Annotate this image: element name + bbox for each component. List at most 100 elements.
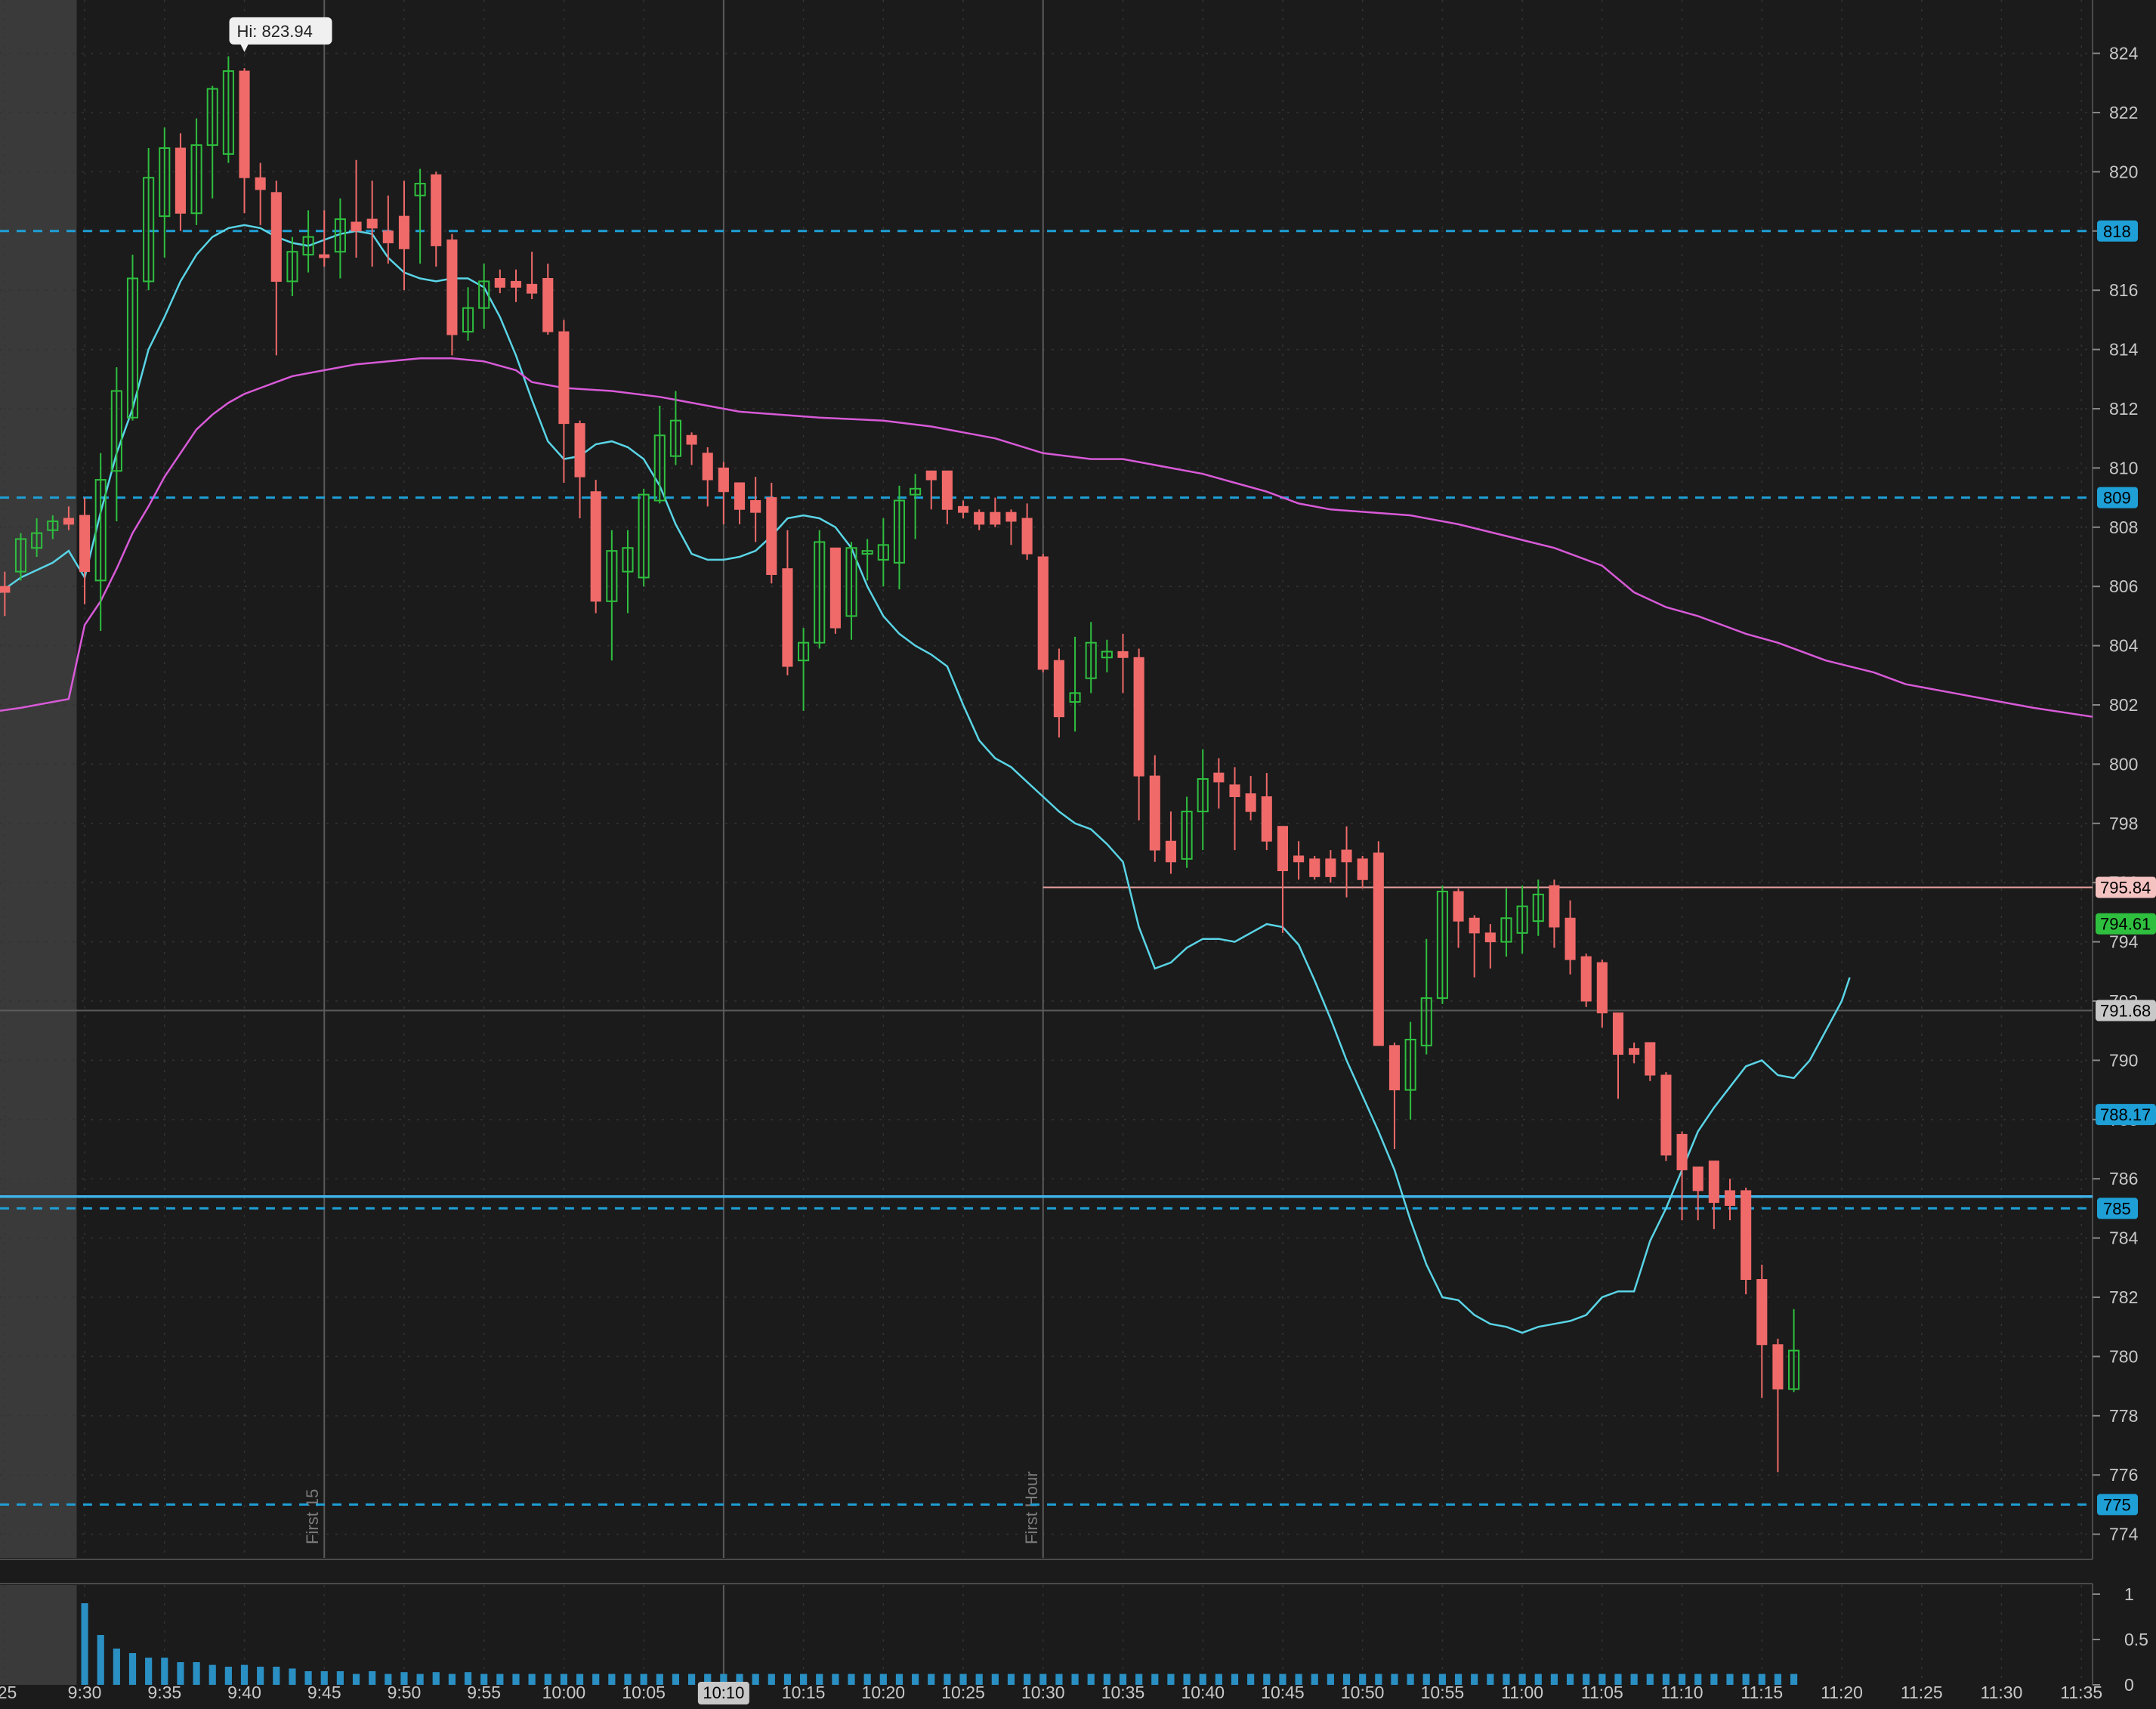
time-axis-label: 11:15	[1741, 1683, 1783, 1702]
candle-body	[190, 144, 202, 215]
volume-bar	[1566, 1673, 1574, 1685]
volume-bar	[400, 1672, 408, 1685]
candle-body	[1069, 692, 1081, 703]
candle-body	[334, 218, 346, 253]
candle-body	[750, 500, 761, 513]
volume-bar	[752, 1673, 759, 1685]
marker-label: First Hour	[1022, 1471, 1041, 1544]
candle-body	[175, 147, 186, 214]
volume-bar	[1375, 1673, 1382, 1685]
price-axis-label: 816	[2109, 280, 2138, 300]
candle-body	[1741, 1190, 1752, 1281]
volume-bar	[1487, 1673, 1494, 1685]
candle-body	[1612, 1012, 1624, 1055]
volume-bar	[768, 1673, 775, 1685]
price-axis-label: 806	[2109, 576, 2138, 596]
volume-bar	[816, 1673, 823, 1685]
price-axis-label: 822	[2109, 103, 2138, 122]
candle-body	[1564, 917, 1576, 960]
candle-body	[877, 544, 889, 561]
volume-bar	[1550, 1673, 1558, 1685]
ema-line	[0, 357, 2093, 718]
candle-body	[782, 568, 793, 667]
volume-axis-label: 0.5	[2124, 1630, 2148, 1649]
volume-bar	[1662, 1673, 1670, 1685]
annotations: Hi: 823.94	[229, 17, 332, 52]
candle-body	[861, 550, 873, 555]
volume-bar	[640, 1673, 647, 1685]
candle-body	[1309, 858, 1320, 877]
candle-body	[798, 641, 810, 662]
volume-bar	[1151, 1673, 1159, 1685]
time-axis-label: 10:55	[1421, 1683, 1465, 1702]
candle-body	[494, 277, 505, 288]
volume-bar	[97, 1635, 104, 1685]
candle-body	[446, 240, 458, 335]
candle-body	[669, 419, 681, 457]
time-axis-label: 11:10	[1661, 1683, 1703, 1702]
time-axis-label: 10:35	[1101, 1683, 1145, 1702]
time-axis-label: 10:30	[1021, 1683, 1065, 1702]
volume-bar	[289, 1668, 296, 1685]
volume-bars	[81, 1603, 1798, 1685]
candle-body	[925, 470, 937, 481]
price-tag	[2096, 913, 2156, 935]
price-tag-label: 788.17	[2100, 1105, 2151, 1124]
volume-bar	[416, 1673, 424, 1685]
candle-body	[734, 482, 746, 510]
candle-body	[1341, 849, 1352, 863]
time-axis: :25 9:30 9:35 9:40 9:45 9:50 9:55 10:00 10:05 10:…	[0, 1682, 2102, 1704]
price-tag	[2096, 876, 2156, 898]
price-axis-label: 790	[2109, 1050, 2138, 1070]
time-axis-label: 10:20	[862, 1683, 906, 1702]
volume-bar	[1646, 1673, 1654, 1685]
candle-body	[686, 434, 697, 445]
time-axis-label: 11:35	[2060, 1683, 2102, 1702]
volume-bar	[193, 1662, 200, 1685]
volume-axis-label: 1	[2124, 1584, 2134, 1604]
candle-body	[1516, 905, 1528, 934]
candle-body	[1005, 511, 1017, 522]
candle-body	[1037, 556, 1049, 670]
candle-body	[1261, 796, 1272, 842]
volume-bar	[560, 1673, 568, 1685]
time-axis-label: 9:40	[227, 1683, 261, 1702]
price-level-tag	[2097, 487, 2138, 508]
volume-bar	[1742, 1673, 1750, 1685]
candle-body	[1772, 1344, 1784, 1390]
volume-bar	[1055, 1673, 1063, 1685]
candle-body	[270, 192, 282, 282]
candle-body	[302, 236, 314, 256]
candle-body	[1213, 772, 1225, 783]
candle-body	[653, 434, 666, 502]
volume-bar	[1167, 1673, 1175, 1685]
volume-bar	[273, 1667, 280, 1685]
volume-bar	[1359, 1673, 1367, 1685]
high-marker-box	[229, 17, 332, 45]
volume-bar	[1039, 1673, 1047, 1685]
volume-bar	[1327, 1673, 1334, 1685]
high-marker-pointer	[239, 42, 249, 52]
candle-body	[1469, 917, 1480, 934]
candle-body	[1756, 1279, 1768, 1346]
price-axis-label: 824	[2109, 44, 2139, 63]
volume-bar	[496, 1673, 504, 1685]
candle-body	[47, 520, 59, 531]
volume-bar	[576, 1673, 584, 1685]
volume-bar	[1471, 1673, 1478, 1685]
candle-body	[1692, 1167, 1703, 1191]
candle-body	[143, 177, 155, 283]
volume-bar	[944, 1673, 951, 1685]
candle-body	[110, 390, 122, 472]
price-axis-label: 794	[2109, 932, 2139, 952]
volume-bar	[1295, 1673, 1302, 1685]
candle-body	[510, 280, 522, 288]
volume-bar	[879, 1673, 887, 1685]
volume-bar	[912, 1673, 919, 1685]
price-tag-label: 791.68	[2100, 1002, 2151, 1021]
marker-label: First 15	[303, 1489, 322, 1544]
candle-body	[1165, 840, 1176, 863]
candle-body	[319, 254, 330, 258]
volume-bar	[1710, 1673, 1718, 1685]
